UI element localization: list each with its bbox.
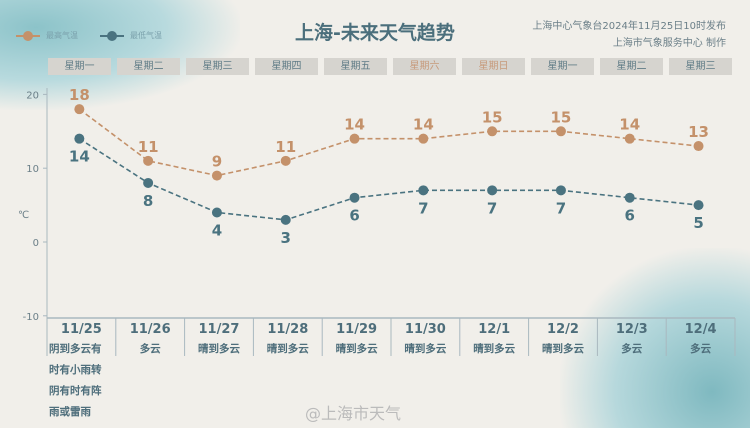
low-temp-label: 6 xyxy=(349,207,359,225)
high-temp-label: 11 xyxy=(138,138,159,156)
publisher-info: 上海中心气象台2024年11月25日10时发布上海市气象服务中心 制作 xyxy=(532,18,726,52)
weekday-label: 星期四 xyxy=(255,58,318,75)
high-temp-point xyxy=(280,155,291,166)
high-temp-point xyxy=(693,141,704,152)
legend-low-label: 最低气温 xyxy=(130,31,162,40)
weekday-label: 星期一 xyxy=(48,58,111,75)
y-tick-label: -10 xyxy=(23,312,39,323)
high-temp-point xyxy=(487,126,498,137)
low-temp-label: 7 xyxy=(487,199,497,217)
date-label: 11/29 xyxy=(336,322,378,337)
day-column: 12/4 多云 xyxy=(666,318,735,360)
y-axis-label: ℃ xyxy=(18,210,29,221)
watermark: @上海市天气 xyxy=(305,404,402,423)
weekday-label: 星期二 xyxy=(600,58,663,75)
page-title: 上海-未来天气趋势 xyxy=(295,22,455,44)
high-temp-label: 9 xyxy=(212,153,222,171)
weather-desc: 晴到多云 xyxy=(473,343,516,355)
low-temp-point xyxy=(624,192,635,203)
weekday-label: 星期二 xyxy=(117,58,180,75)
day-column: 11/29 晴到多云 xyxy=(322,318,391,360)
date-label: 12/4 xyxy=(684,322,717,337)
weather-desc: 晴到多云 xyxy=(335,343,378,355)
high-temp-label: 13 xyxy=(688,123,709,141)
weather-desc: 多云 xyxy=(621,343,643,355)
high-temp-point xyxy=(624,133,635,144)
date-label: 12/3 xyxy=(615,322,648,337)
low-temp-point xyxy=(349,192,360,203)
weather-desc: 晴到多云 xyxy=(266,343,309,355)
y-tick-label: 20 xyxy=(26,90,39,101)
low-temp-label: 4 xyxy=(212,221,222,239)
high-temp-label: 11 xyxy=(275,138,296,156)
day-column: 11/28 晴到多云 xyxy=(253,318,322,360)
low-temp-point xyxy=(143,177,154,188)
legend-low: 最低气温 xyxy=(100,30,162,41)
publisher: 上海中心气象台2024年11月25日10时发布 xyxy=(532,21,726,32)
y-tick-label: 10 xyxy=(26,164,39,175)
high-temp-line xyxy=(78,108,699,177)
date-label: 11/25 xyxy=(60,322,102,337)
low-temp-point xyxy=(280,214,291,225)
day-column: 11/26 多云 xyxy=(116,318,185,360)
producer: 上海市气象服务中心 制作 xyxy=(612,38,726,49)
low-temp-point xyxy=(555,185,566,196)
legend: 最高气温 最低气温 xyxy=(16,30,162,41)
low-temp-label: 14 xyxy=(69,148,90,166)
date-label: 11/28 xyxy=(267,322,309,337)
day-column: 12/2 晴到多云 xyxy=(529,318,598,360)
day-column: 11/25 阴到多云有时有小雨转阴有时有阵雨或雷雨 xyxy=(47,318,116,423)
low-temp-label: 7 xyxy=(556,199,566,217)
low-temp-label: 8 xyxy=(143,192,153,210)
weekday-label: 星期一 xyxy=(531,58,594,75)
date-label: 11/30 xyxy=(404,322,446,337)
weekday-label: 星期三 xyxy=(669,58,732,75)
weather-desc: 多云 xyxy=(690,343,712,355)
high-temp-point xyxy=(349,133,360,144)
high-temp-label: 14 xyxy=(619,116,640,134)
low-temp-label: 6 xyxy=(625,207,635,225)
day-column: 12/1 晴到多云 xyxy=(460,318,529,360)
weekday-label: 星期三 xyxy=(186,58,249,75)
date-label: 11/26 xyxy=(129,322,171,337)
day-column: 11/27 晴到多云 xyxy=(185,318,254,360)
date-label: 12/2 xyxy=(547,322,579,337)
low-temp-line xyxy=(78,138,699,221)
low-temp-label: 7 xyxy=(418,199,428,217)
high-temp-label: 15 xyxy=(550,108,571,126)
weekday-label: 星期五 xyxy=(324,58,387,75)
low-temp-label: 5 xyxy=(693,214,703,232)
weather-desc: 多云 xyxy=(139,343,161,355)
weather-desc: 阴到多云有时有小雨转阴有时有阵雨或雷雨 xyxy=(49,343,102,418)
weather-desc: 晴到多云 xyxy=(197,343,240,355)
high-temp-point xyxy=(555,126,566,137)
high-temp-point xyxy=(211,170,222,181)
date-label: 12/1 xyxy=(478,322,511,337)
legend-high: 最高气温 xyxy=(16,30,78,41)
high-temp-label: 14 xyxy=(413,116,434,134)
high-temp-point xyxy=(418,133,429,144)
high-temp-label: 15 xyxy=(482,108,503,126)
weekday-row: 星期一 星期二 星期三 星期四 星期五 星期六 星期日 星期一 星期二 星期三 xyxy=(48,58,732,75)
low-temp-point xyxy=(487,185,498,196)
low-temp-point xyxy=(693,200,704,211)
low-temp-point xyxy=(74,133,85,144)
weather-desc: 晴到多云 xyxy=(404,343,447,355)
low-temp-point xyxy=(418,185,429,196)
high-temp-point xyxy=(74,104,85,115)
weekday-label: 星期日 xyxy=(462,58,525,75)
low-temp-label: 3 xyxy=(281,229,291,247)
high-temp-label: 14 xyxy=(344,116,365,134)
legend-high-label: 最高气温 xyxy=(46,31,78,40)
day-column: 12/3 多云 xyxy=(597,318,666,360)
date-label: 11/27 xyxy=(198,322,240,337)
weather-desc: 晴到多云 xyxy=(541,343,584,355)
low-temp-point xyxy=(211,207,222,218)
high-temp-point xyxy=(143,155,154,166)
y-tick-label: 0 xyxy=(33,238,39,249)
high-temp-label: 18 xyxy=(69,86,90,104)
weekday-label: 星期六 xyxy=(393,58,456,75)
day-column: 11/30 晴到多云 xyxy=(391,318,460,360)
